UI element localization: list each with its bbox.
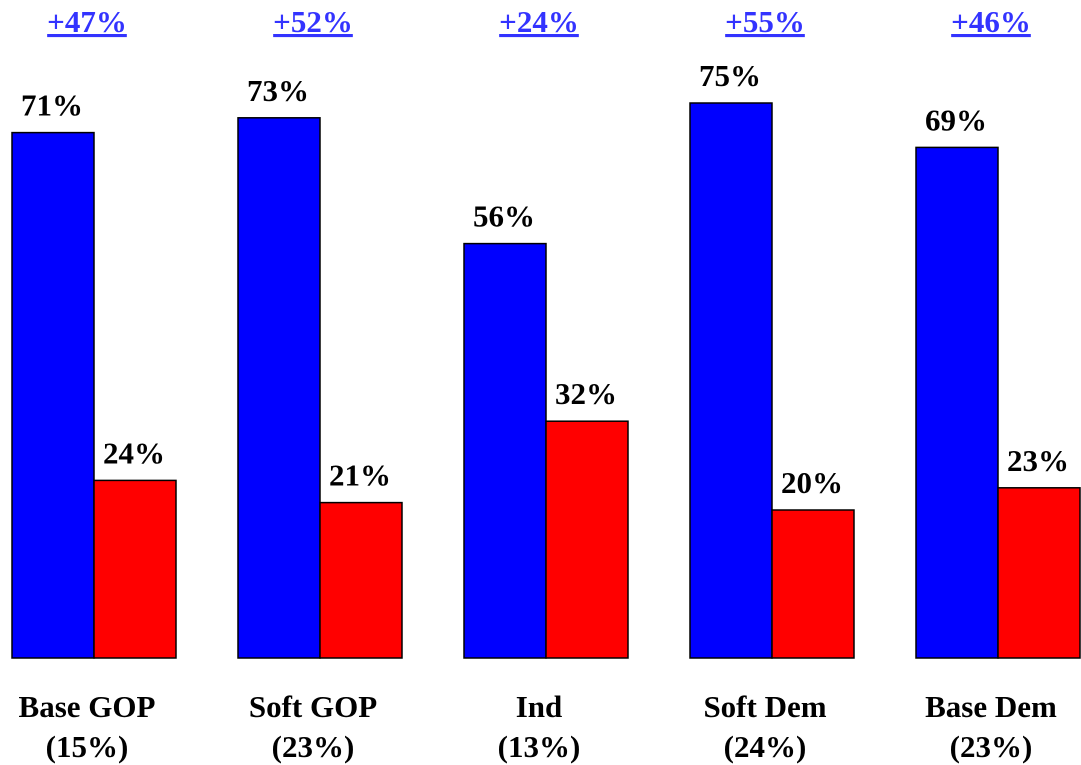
- bar: [11, 131, 95, 659]
- bar: [93, 479, 177, 659]
- bar: [997, 487, 1081, 659]
- category-label: Soft Dem: [703, 689, 826, 724]
- value-label: 69%: [925, 102, 987, 137]
- bar: [319, 501, 403, 659]
- category-share-label: (23%): [272, 729, 355, 764]
- bar: [237, 117, 321, 659]
- value-label: 23%: [1007, 443, 1069, 478]
- category-label: Soft GOP: [249, 689, 377, 724]
- value-label: 20%: [781, 465, 843, 500]
- bar: [689, 102, 773, 659]
- category-share-label: (15%): [46, 729, 129, 764]
- value-label: 71%: [21, 88, 83, 123]
- category-share-label: (23%): [950, 729, 1033, 764]
- value-label: 24%: [103, 435, 165, 470]
- category-label: Base Dem: [925, 689, 1057, 724]
- value-label: 32%: [555, 376, 617, 411]
- category-share-label: (13%): [498, 729, 581, 764]
- value-label: 75%: [699, 58, 761, 93]
- bar: [771, 509, 855, 659]
- difference-label: +24%: [499, 4, 579, 39]
- category-share-label: (24%): [724, 729, 807, 764]
- category-label: Base GOP: [19, 689, 156, 724]
- difference-label: +52%: [273, 4, 353, 39]
- difference-label: +46%: [951, 4, 1031, 39]
- category-label: Ind: [516, 689, 563, 724]
- difference-label: +55%: [725, 4, 805, 39]
- bar: [545, 420, 629, 659]
- bar: [915, 146, 999, 659]
- value-label: 73%: [247, 73, 309, 108]
- bar: [463, 242, 547, 659]
- value-label: 56%: [473, 199, 535, 234]
- difference-label: +47%: [47, 4, 127, 39]
- value-label: 21%: [329, 458, 391, 493]
